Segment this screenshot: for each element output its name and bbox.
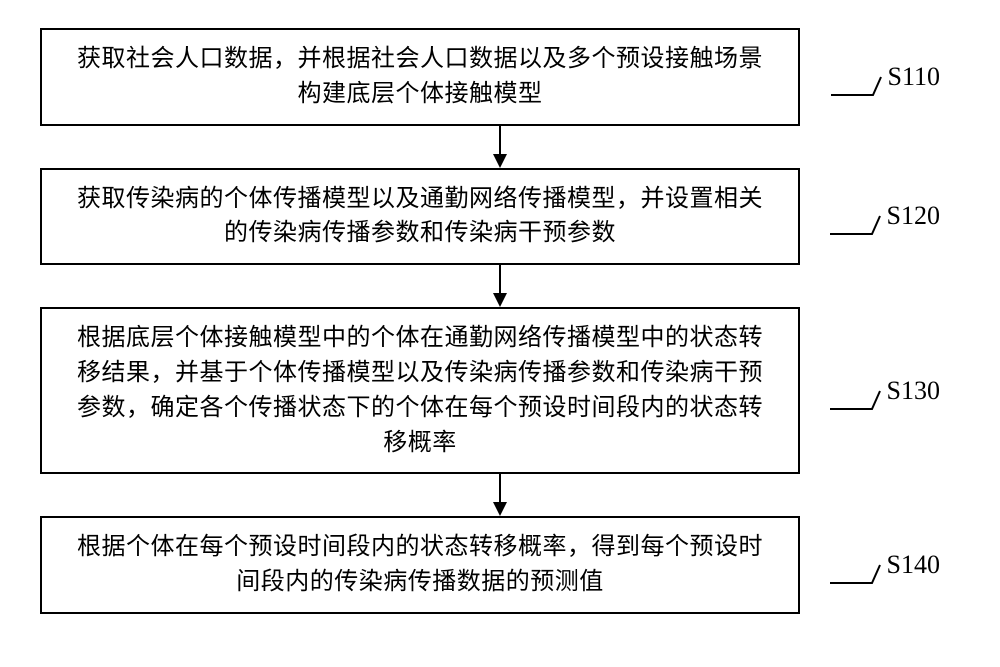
arrow-s120-s130 bbox=[120, 265, 880, 307]
step-box-s120: 获取传染病的个体传播模型以及通勤网络传播模型，并设置相关的传染病传播参数和传染病… bbox=[40, 168, 800, 266]
step-label-cell-s110: S110 bbox=[800, 57, 940, 97]
flow-row-s130: 根据底层个体接触模型中的个体在通勤网络传播模型中的状态转移结果，并基于个体传播模… bbox=[40, 307, 960, 474]
step-label-cell-s140: S140 bbox=[800, 545, 940, 585]
arrow-s110-s120 bbox=[120, 126, 880, 168]
bracket-icon bbox=[829, 57, 884, 97]
step-label-cell-s120: S120 bbox=[800, 196, 940, 236]
step-box-s110: 获取社会人口数据，并根据社会人口数据以及多个预设接触场景构建底层个体接触模型 bbox=[40, 28, 800, 126]
flowchart-container: 获取社会人口数据，并根据社会人口数据以及多个预设接触场景构建底层个体接触模型 S… bbox=[40, 28, 960, 614]
step-text-s140: 根据个体在每个预设时间段内的状态转移概率，得到每个预设时间段内的传染病传播数据的… bbox=[66, 530, 774, 600]
flow-row-s110: 获取社会人口数据，并根据社会人口数据以及多个预设接触场景构建底层个体接触模型 S… bbox=[40, 28, 960, 126]
step-label-s140: S140 bbox=[883, 550, 940, 580]
flow-row-s120: 获取传染病的个体传播模型以及通勤网络传播模型，并设置相关的传染病传播参数和传染病… bbox=[40, 168, 960, 266]
step-box-s130: 根据底层个体接触模型中的个体在通勤网络传播模型中的状态转移结果，并基于个体传播模… bbox=[40, 307, 800, 474]
bracket-icon bbox=[828, 196, 883, 236]
step-label-cell-s130: S130 bbox=[800, 371, 940, 411]
bracket-icon bbox=[828, 371, 883, 411]
step-label-s130: S130 bbox=[883, 376, 940, 406]
step-label-s120: S120 bbox=[883, 201, 940, 231]
step-text-s120: 获取传染病的个体传播模型以及通勤网络传播模型，并设置相关的传染病传播参数和传染病… bbox=[66, 182, 774, 252]
arrow-s130-s140 bbox=[120, 474, 880, 516]
flow-row-s140: 根据个体在每个预设时间段内的状态转移概率，得到每个预设时间段内的传染病传播数据的… bbox=[40, 516, 960, 614]
bracket-icon bbox=[828, 545, 883, 585]
step-label-s110: S110 bbox=[884, 62, 941, 92]
step-text-s110: 获取社会人口数据，并根据社会人口数据以及多个预设接触场景构建底层个体接触模型 bbox=[66, 42, 774, 112]
step-box-s140: 根据个体在每个预设时间段内的状态转移概率，得到每个预设时间段内的传染病传播数据的… bbox=[40, 516, 800, 614]
step-text-s130: 根据底层个体接触模型中的个体在通勤网络传播模型中的状态转移结果，并基于个体传播模… bbox=[66, 321, 774, 460]
